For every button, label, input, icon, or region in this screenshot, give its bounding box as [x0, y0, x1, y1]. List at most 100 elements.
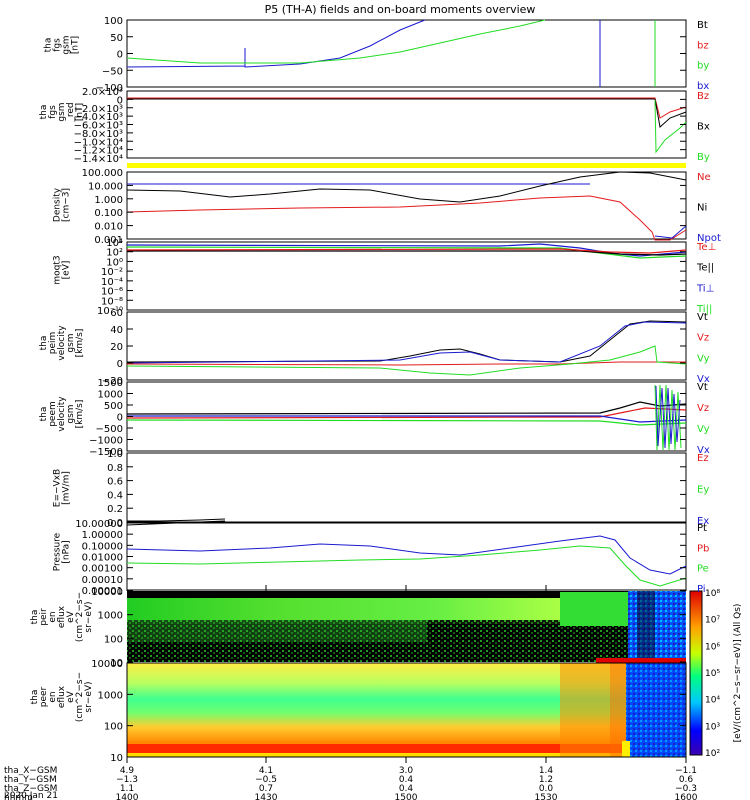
- y-label-line: [km/s]: [75, 329, 85, 358]
- x-tick-value: 1530: [535, 793, 558, 800]
- y-axis-labels: tha fgs gsm [nT]tha fgs gsm _red [nT]Density [cm…: [30, 35, 94, 722]
- y-label-line: fgs: [48, 105, 58, 119]
- y-tick-label: 10: [110, 658, 123, 669]
- legend-entry: Pe: [697, 564, 709, 575]
- y-label-line: tha: [39, 407, 49, 422]
- y-label-line: eflux: [57, 685, 67, 708]
- panel-pressure-frame: [126, 522, 687, 591]
- y-tick-label: 1000: [98, 690, 123, 701]
- x-row-label: tha_Y−GSM: [4, 775, 57, 785]
- legend-entry: bx: [697, 81, 709, 92]
- y-tick-label: 10⁻¹⁰: [97, 306, 123, 317]
- panel-efield-lines: [127, 518, 226, 522]
- y-label-line: [mV/m]: [62, 471, 72, 505]
- legend-entry: bz: [697, 40, 709, 51]
- y-tick-label: 0.010: [94, 222, 123, 233]
- x-tick-value: 1430: [255, 793, 278, 800]
- y-tick-label: 500: [104, 401, 123, 412]
- x-row-label: tha_X−GSM: [4, 766, 57, 776]
- y-label-line: peir: [39, 608, 49, 626]
- y-label-line: velocity: [57, 396, 67, 432]
- x-tick-value: 0.4: [399, 784, 414, 794]
- y-tick-label: 0.100: [94, 208, 123, 219]
- y-label-line: peer: [39, 686, 49, 707]
- y-label-line: tha: [39, 336, 49, 351]
- y-tick-label: 10000: [91, 659, 123, 670]
- y-label-line: sr−eV): [84, 681, 94, 712]
- colorbar-ticks: 10⁸ 10⁷ 10⁶ 10⁵ 10⁴ 10³ 10² [eV/(cm^2−s−sr−eV)]…: [705, 589, 743, 759]
- legend-entry: Vy: [697, 424, 710, 435]
- x-tick-value: 4.9: [120, 766, 135, 776]
- y-tick-label: 0: [117, 50, 123, 61]
- legends: BtbzbybxBzBxByNeNiNpotTe⊥Te||Ti⊥Ti||VtVz…: [696, 20, 721, 595]
- x-tick-value: −1.3: [116, 775, 138, 785]
- y-tick-label: −100: [96, 83, 123, 94]
- x-tick-value: 1.2: [539, 775, 553, 785]
- legend-entry: Bt: [697, 20, 708, 31]
- colorbar-tick: 10⁶: [705, 642, 720, 652]
- x-tick-value: 1600: [675, 793, 698, 800]
- x-date: 2020 Jan 21: [4, 791, 58, 800]
- legend-entry: Te⊥: [696, 242, 716, 253]
- x-row-label: hhmm: [4, 793, 33, 800]
- y-tick-label: 1.00000: [82, 530, 123, 541]
- colorbar-tick: 10⁴: [705, 696, 720, 706]
- legend-entry: Ex: [697, 516, 709, 527]
- y-label-line: tha: [30, 690, 40, 705]
- y-axis-ticks: 100500−50−1002.0×10³0−2.0×10³−4.0×10³−6.…: [74, 16, 686, 764]
- x-tick-value: 3.0: [399, 766, 414, 776]
- y-label-line: gsm: [66, 333, 76, 352]
- legend-entry: Npot: [697, 233, 721, 244]
- y-label-line: fgs: [53, 38, 63, 52]
- legend-entry: Ey: [697, 485, 709, 496]
- x-tick-value: −0.5: [255, 775, 277, 785]
- x-tick-value: 1400: [116, 793, 139, 800]
- legend-entry: By: [697, 152, 710, 163]
- y-tick-label: −8.0×10³: [74, 129, 123, 140]
- legend-entry: Vt: [697, 382, 708, 393]
- y-tick-label: 0.001: [94, 235, 123, 246]
- legend-entry: Ez: [697, 453, 709, 464]
- y-tick-label: 10²: [106, 248, 123, 259]
- y-tick-label: −500: [96, 424, 123, 435]
- y-tick-label: 0.4: [107, 490, 123, 501]
- y-tick-label: 0: [117, 413, 123, 424]
- y-label-line: eV: [66, 610, 76, 623]
- legend-entry: Vz: [697, 333, 709, 344]
- y-tick-label: −2.0×10³: [74, 104, 123, 115]
- legend-entry: Pt: [697, 523, 707, 534]
- y-tick-label: 100.000: [82, 168, 123, 179]
- panel-fgs-red-lines: [127, 97, 687, 154]
- colorbar-label: [eV/(cm^2−s−sr−eV)] (All Qs): [733, 604, 743, 743]
- y-tick-label: 100: [104, 634, 123, 645]
- y-tick-label: 10⁴: [106, 238, 123, 249]
- y-tick-label: 0: [117, 359, 123, 370]
- y-tick-label: 1500: [98, 378, 123, 389]
- y-tick-label: 10⁻⁶: [101, 287, 123, 298]
- y-label-line: en: [48, 611, 58, 622]
- legend-entry: Vx: [697, 374, 710, 385]
- y-tick-label: 10.00000: [75, 519, 123, 530]
- y-label-line: peim: [48, 332, 58, 355]
- y-label-line: gsm: [66, 404, 76, 423]
- y-tick-label: 10⁰: [106, 257, 123, 268]
- x-tick-value: 1500: [395, 793, 418, 800]
- y-label-line: tha: [44, 38, 54, 53]
- y-tick-label: −1500: [89, 447, 123, 458]
- x-tick-value: −0.3: [675, 784, 697, 794]
- y-label-line: [km/s]: [75, 400, 85, 429]
- y-label-line: tha: [39, 105, 49, 120]
- panel-peem-lines: [126, 384, 687, 451]
- legend-entry: Te||: [696, 263, 714, 274]
- y-tick-label: 10.000: [88, 181, 123, 192]
- y-tick-label: −6.0×10³: [74, 121, 123, 132]
- figure-title: P5 (TH-A) fields and on-board moments ov…: [265, 3, 536, 16]
- y-tick-label: −1.2×10⁴: [74, 146, 123, 157]
- legend-entry: Vt: [697, 312, 708, 323]
- y-tick-label: 0.0: [107, 518, 123, 529]
- y-label-line: gsm: [57, 102, 67, 121]
- y-label-line: [nT]: [71, 36, 81, 54]
- y-tick-label: 1000: [98, 611, 123, 622]
- legend-entry: Vz: [697, 403, 709, 414]
